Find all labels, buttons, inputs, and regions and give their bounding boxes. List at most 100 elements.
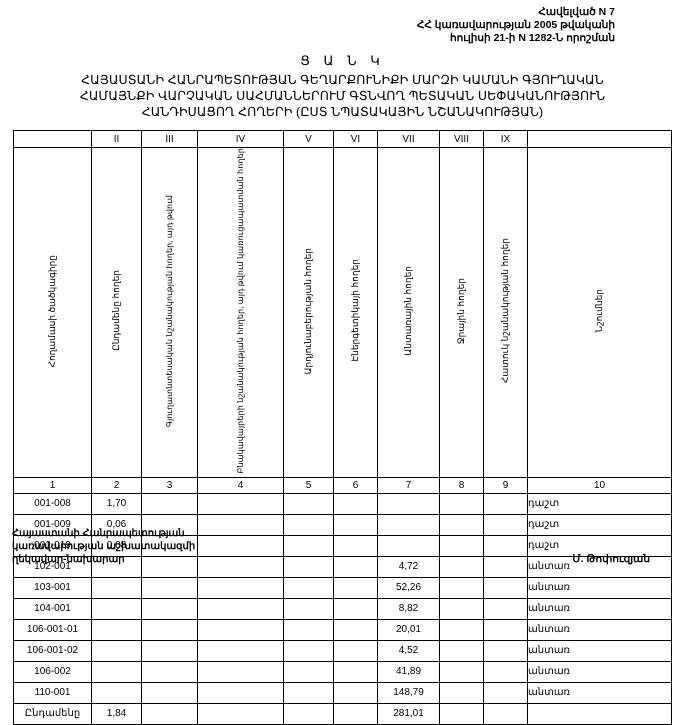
colnum-8: 8	[439, 476, 484, 494]
cell-total-agricultural	[141, 702, 198, 725]
table-roman-row: II III IV V VI VII VIII IX	[13, 130, 672, 148]
cell-code: 110-001	[13, 681, 92, 704]
cell-industry	[283, 639, 334, 662]
cell-water	[439, 618, 484, 641]
cell-agricultural	[141, 639, 198, 662]
cell-agricultural	[141, 660, 198, 683]
cell-energy	[333, 576, 378, 599]
cell-energy	[333, 681, 378, 704]
table-total-row: Ընդամենը 1,84 281,01	[13, 702, 672, 725]
cell-forest: 20,01	[377, 618, 440, 641]
cell-industry	[283, 681, 334, 704]
cell-total-energy	[333, 702, 378, 725]
cell-total	[91, 660, 142, 683]
cell-special	[483, 576, 528, 599]
document-header: Հավելված N 7 ՀՀ կառավարության 2005 թվակա…	[0, 0, 685, 45]
cell-industry	[283, 597, 334, 620]
cell-water	[439, 576, 484, 599]
cell-code: 106-001-02	[13, 639, 92, 662]
cell-special	[483, 618, 528, 641]
footer-line-3: ղեկավար-նախարար	[12, 554, 125, 565]
footer-line-1: Հայաստանի Հանրապետության	[12, 528, 185, 539]
cell-notes: անտառ	[527, 618, 672, 641]
cell-industry	[283, 492, 334, 515]
cell-total: 1,70	[91, 492, 142, 515]
cell-special	[483, 660, 528, 683]
cell-settlement	[197, 492, 284, 515]
roman-8: VIII	[439, 130, 484, 148]
table-number-row: 1 2 3 4 5 6 7 8 9 10	[13, 476, 672, 494]
table-header-row: Հողամասի ծածկագիրը Ընդամենը հողեր Գյուղա…	[13, 147, 672, 478]
cell-industry	[283, 660, 334, 683]
cell-settlement	[197, 618, 284, 641]
roman-4: IV	[197, 130, 284, 148]
cell-total	[91, 639, 142, 662]
signature-name: Մ. Թոփուզյան	[572, 553, 650, 565]
cell-total-water	[439, 702, 484, 725]
cell-agricultural	[141, 618, 198, 641]
cell-energy	[333, 597, 378, 620]
title-block: Ց Ա Ն Կ ՀԱՅԱՍՏԱՆԻ ՀԱՆՐԱՊԵՏՈՒԹՅԱՆ ԳԵՂԱՐՔՈ…	[0, 53, 685, 120]
cell-total-label: Ընդամենը	[13, 702, 92, 725]
cell-settlement	[197, 639, 284, 662]
cell-code: 106-001-01	[13, 618, 92, 641]
cell-settlement	[197, 597, 284, 620]
cell-industry	[283, 618, 334, 641]
cell-forest: 8,82	[377, 597, 440, 620]
header-line-1: Հավելված N 7	[538, 6, 615, 18]
cell-forest: 52,26	[377, 576, 440, 599]
cell-code: 001-008	[13, 492, 92, 515]
table-row: 110-001 148,79 անտառ	[13, 681, 672, 704]
col-header-special: Հատուկ նշանակության հողեր	[483, 147, 528, 478]
footer-line-2: կառավարության աշխատակազմի	[12, 541, 196, 552]
cell-water	[439, 681, 484, 704]
colnum-10: 10	[527, 476, 672, 494]
cell-notes: անտառ	[527, 681, 672, 704]
colnum-3: 3	[141, 476, 198, 494]
cell-industry	[283, 576, 334, 599]
cell-energy	[333, 492, 378, 515]
roman-3: III	[141, 130, 198, 148]
cell-energy	[333, 639, 378, 662]
col-header-code: Հողամասի ծածկագիրը	[13, 147, 92, 478]
colnum-4: 4	[197, 476, 284, 494]
roman-6: VI	[333, 130, 378, 148]
cell-total	[91, 597, 142, 620]
col-header-water: Ջրային հողեր	[439, 147, 484, 478]
cell-agricultural	[141, 681, 198, 704]
cell-notes: դաշտ	[527, 492, 672, 515]
table-row: 102-001 4,72 անտառ	[13, 555, 672, 578]
colnum-7: 7	[377, 476, 440, 494]
cell-special	[483, 597, 528, 620]
cell-code: 104-001	[13, 597, 92, 620]
col-header-energy: Էներգետիկայի հողեր	[333, 147, 378, 478]
cell-code: 103-001	[13, 576, 92, 599]
col-header-industry: Արդյունաբերության հողեր	[283, 147, 334, 478]
cell-forest: 41,89	[377, 660, 440, 683]
colnum-1: 1	[13, 476, 92, 494]
cell-forest: 4,52	[377, 639, 440, 662]
roman-7: VII	[377, 130, 440, 148]
colnum-9: 9	[483, 476, 528, 494]
table-row: 001-009 0,06 դաշտ	[13, 513, 672, 536]
cell-total	[91, 681, 142, 704]
col-header-total: Ընդամենը հողեր	[91, 147, 142, 478]
cell-total-total: 1,84	[91, 702, 142, 725]
cell-energy	[333, 618, 378, 641]
land-registry-table: II III IV V VI VII VIII IX Հողամասի ծածկ…	[13, 130, 672, 725]
table-row: 001-008 1,70 դաշտ	[13, 492, 672, 515]
cell-forest	[377, 492, 440, 515]
page-title: Ց Ա Ն Կ	[300, 53, 385, 68]
colnum-2: 2	[91, 476, 142, 494]
header-line-2: ՀՀ կառավարության 2005 թվականի	[416, 19, 615, 31]
title-line-1: ՀԱՅԱՍՏԱՆԻ ՀԱՆՐԱՊԵՏՈՒԹՅԱՆ ԳԵՂԱՐՔՈՒՆԻՔԻ ՄԱ…	[81, 73, 604, 87]
cell-water	[439, 639, 484, 662]
cell-total-industry	[283, 702, 334, 725]
document-footer: Հայաստանի Հանրապետության կառավարության ա…	[12, 527, 672, 566]
cell-notes: անտառ	[527, 639, 672, 662]
cell-code: 106-002	[13, 660, 92, 683]
cell-special	[483, 639, 528, 662]
title-line-2: ՀԱՄԱՅՆՔԻ ՎԱՐՉԱԿԱՆ ՍԱՀՄԱՆՆԵՐՈՒՄ ԳՏՆՎՈՂ ՊԵ…	[79, 89, 606, 103]
cell-settlement	[197, 681, 284, 704]
